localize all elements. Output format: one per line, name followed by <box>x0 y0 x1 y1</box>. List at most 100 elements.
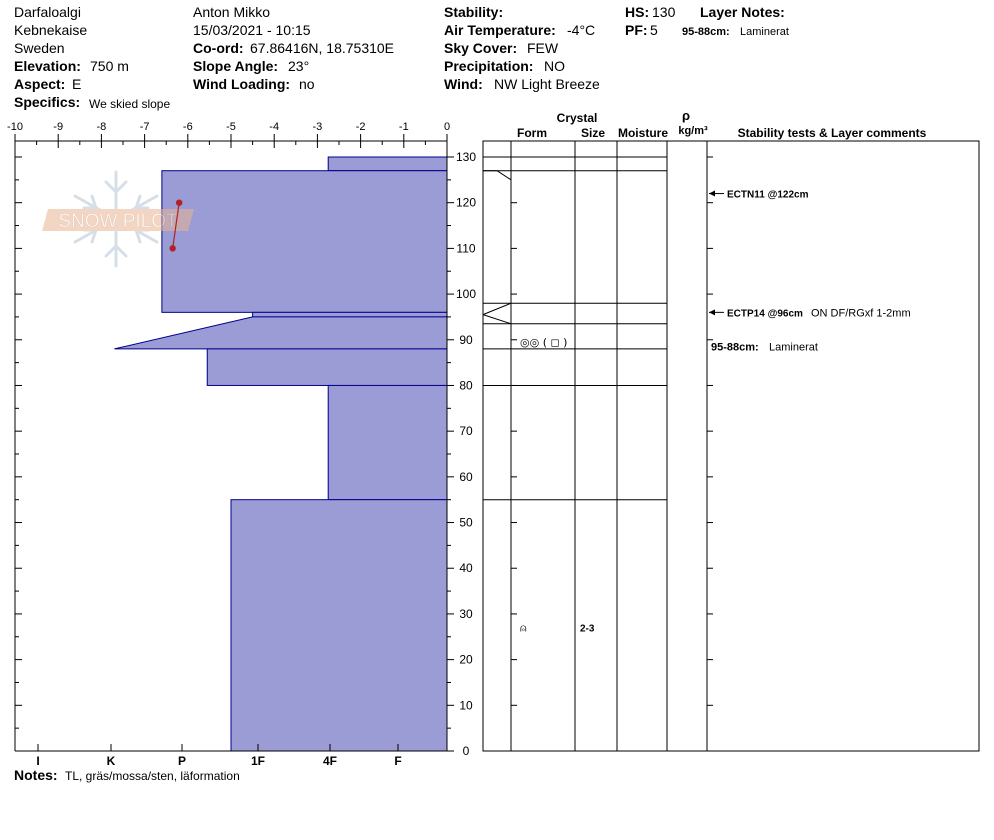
sky-cover-value: FEW <box>527 40 559 56</box>
hardness-layer <box>327 156 448 172</box>
depth-tick-label: 0 <box>463 744 470 758</box>
comments-header: Stability tests & Layer comments <box>738 126 927 140</box>
layer-notes-label: Layer Notes: <box>700 4 785 20</box>
rho-header: ρ <box>682 108 690 123</box>
aspect-value: E <box>72 76 82 92</box>
depth-tick-label: 120 <box>456 196 476 210</box>
temp-tick-label: -3 <box>313 121 323 133</box>
hardness-profile <box>114 156 448 752</box>
coord-label: Co-ord: <box>193 40 244 56</box>
depth-tick-label: 60 <box>459 470 473 484</box>
stability-test-label: ECTN11 @122cm <box>727 190 809 201</box>
temp-tick-label: -10 <box>7 121 23 133</box>
stability-label: Stability: <box>444 4 504 20</box>
depth-tick-label: 50 <box>459 516 473 530</box>
layer-comment-text: Laminerat <box>769 342 818 354</box>
depth-tick-label: 70 <box>459 424 473 438</box>
temp-tick-label: -2 <box>356 121 366 133</box>
precipitation-value: NO <box>544 58 565 74</box>
pf-label: PF: <box>625 22 648 38</box>
wind-loading-label: Wind Loading: <box>193 76 291 92</box>
layer-connector <box>482 314 512 325</box>
elevation-value: 750 m <box>90 58 129 74</box>
coord-value: 67.86416N, 18.75310E <box>250 40 395 56</box>
hardness-tick-label: 4F <box>323 754 337 768</box>
air-temp-value: -4°C <box>567 22 596 38</box>
stability-test-comment: ON DF/RGxf 1-2mm <box>811 307 911 319</box>
sky-cover-label: Sky Cover: <box>444 40 518 56</box>
hardness-layer <box>114 316 448 350</box>
depth-tick-label: 90 <box>459 333 473 347</box>
slope-label: Slope Angle: <box>193 58 279 74</box>
depth-tick-label: 30 <box>459 607 473 621</box>
stability-arrow-head <box>709 309 715 316</box>
temp-tick-label: -7 <box>140 121 150 133</box>
wind-loading-value: no <box>299 76 315 92</box>
hardness-layer <box>327 384 448 501</box>
observer: Anton Mikko <box>193 4 271 20</box>
layer-table: ◎◎ ( ◻ ) ⍝ 2-3 ECTN11 @122cm ECTP14 @96cm ON … <box>482 140 980 752</box>
depth-tick-label: 20 <box>459 653 473 667</box>
density-unit-header: kg/m³ <box>678 125 708 137</box>
watermark-text: SNOW PILOT <box>58 211 178 232</box>
hardness-layer <box>230 499 448 752</box>
temp-tick-label: -9 <box>53 121 63 133</box>
depth-tick-label: 110 <box>456 241 475 255</box>
size-header: Size <box>581 126 605 140</box>
temperature-point <box>169 245 176 252</box>
hardness-layer <box>161 170 448 313</box>
specifics-value: We skied slope <box>89 97 171 111</box>
wind-label: Wind: <box>444 76 483 92</box>
stability-arrow-head <box>709 190 715 197</box>
layer-note-range: 95-88cm: <box>682 26 730 38</box>
hardness-tick-label: 1F <box>251 754 265 768</box>
precipitation-label: Precipitation: <box>444 58 534 74</box>
depth-tick-label: 130 <box>456 150 476 164</box>
moisture-header: Moisture <box>618 126 668 140</box>
layer-comment-range: 95-88cm: <box>711 342 759 354</box>
hardness-layer <box>252 311 448 318</box>
layer-note-text: Laminerat <box>740 26 789 38</box>
hs-label: HS: <box>625 4 650 20</box>
snowpilot-watermark: SNOW PILOT <box>42 170 194 268</box>
notes-label: Notes: <box>14 767 58 783</box>
temp-tick-label: -5 <box>226 121 236 133</box>
hardness-tick-label: P <box>178 754 186 768</box>
datetime: 15/03/2021 - 10:15 <box>193 22 311 38</box>
grain-form: ◎◎ ( ◻ ) <box>520 336 567 349</box>
grain-size: 2-3 <box>580 624 595 635</box>
temp-tick-label: -4 <box>269 121 279 133</box>
table-headers: Crystal Form Size Moisture ρ kg/m³ Stabi… <box>517 108 927 140</box>
location: Darfaloalgi <box>14 4 81 20</box>
form-header: Form <box>517 126 547 140</box>
temp-tick-label: -8 <box>97 121 107 133</box>
air-temp-label: Air Temperature: <box>444 22 556 38</box>
watermark-band <box>42 209 194 231</box>
pf-value: 5 <box>650 22 658 38</box>
hardness-layer <box>206 348 448 386</box>
depth-tick-label: 80 <box>459 378 473 392</box>
depth-tick-label: 10 <box>459 698 473 712</box>
specifics-label: Specifics: <box>14 94 81 110</box>
stability-test-label: ECTP14 @96cm <box>727 308 803 319</box>
temp-tick-label: -1 <box>399 121 409 133</box>
notes-text: TL, gräs/mossa/sten, läformation <box>65 769 240 783</box>
table-frame <box>482 140 980 752</box>
hardness-tick-label: F <box>394 754 401 768</box>
wind-value: NW Light Breeze <box>494 76 600 92</box>
hs-value: 130 <box>652 4 676 20</box>
aspect-label: Aspect: <box>14 76 66 92</box>
region: Kebnekaise <box>14 22 88 38</box>
depth-tick-label: 40 <box>459 561 473 575</box>
temp-tick-label: -6 <box>183 121 193 133</box>
temperature-point <box>175 199 183 206</box>
axes: -10 -9 -8 -7 -6 -5 -4 -3 -2 -1 0I K P 1F 4F F0102030405… <box>7 121 476 768</box>
country: Sweden <box>14 40 65 56</box>
temperature-profile <box>169 199 183 252</box>
grain-form: ⍝ <box>520 622 527 635</box>
depth-tick-label: 100 <box>456 287 476 301</box>
layer-connector <box>482 302 512 316</box>
slope-value: 23° <box>288 58 310 74</box>
temp-tick-label: 0 <box>444 121 450 133</box>
